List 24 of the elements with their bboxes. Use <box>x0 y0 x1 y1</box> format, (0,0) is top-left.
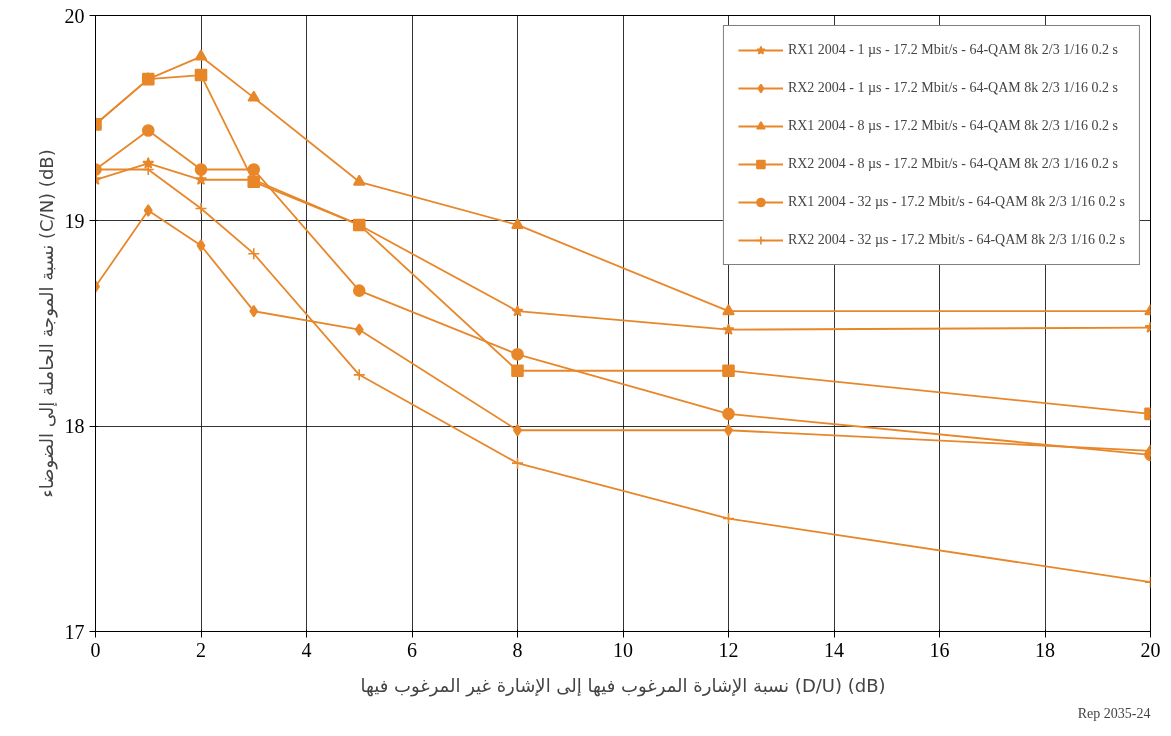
x-tick-label: 8 <box>512 638 523 661</box>
legend-label: RX2 2004 - 32 µs - 17.2 Mbit/s - 64-QAM 8k 2/3 1/16 0.2 s <box>787 232 1125 248</box>
x-tick-label: 12 <box>718 638 739 661</box>
x-tick-label: 6 <box>407 638 417 661</box>
text: Rep 2035-24 <box>1077 705 1151 721</box>
x-tick-label: 14 <box>824 638 844 661</box>
y-tick-label: 19 <box>64 209 85 232</box>
x-tick-label: 4 <box>301 638 312 661</box>
y-tick-label: 20 <box>64 4 85 27</box>
x-tick-label: 0 <box>90 638 101 661</box>
x-tick-label: 10 <box>613 638 633 661</box>
x-tick-label: 2 <box>196 638 206 661</box>
legend-label: RX2 2004 - 8 µs - 17.2 Mbit/s - 64-QAM 8k 2/3 1/16 0.2 s <box>787 156 1118 172</box>
legend-label: RX1 2004 - 1 µs - 17.2 Mbit/s - 64-QAM 8k 2/3 1/16 0.2 s <box>787 42 1118 58</box>
x-tick-label: 20 <box>1140 638 1161 661</box>
y-axis-title: نسبة الموجة الحاملة إلى الضوضاء (C/N) (dB) <box>35 149 58 498</box>
x-tick-label: 16 <box>929 638 950 661</box>
legend-label: RX2 2004 - 1 µs - 17.2 Mbit/s - 64-QAM 8k 2/3 1/16 0.2 s <box>787 80 1118 96</box>
x-tick-label: 18 <box>1035 638 1055 661</box>
legend-label: RX1 2004 - 8 µs - 17.2 Mbit/s - 64-QAM 8k 2/3 1/16 0.2 s <box>787 118 1118 134</box>
y-tick-label: 18 <box>64 415 85 438</box>
x-axis-title: نسبة الإشارة المرغوب فيها إلى الإشارة غير المرغوب فيها (D/U) (dB) <box>360 674 886 697</box>
y-tick-label: 17 <box>64 620 85 643</box>
legend-label: RX1 2004 - 32 µs - 17.2 Mbit/s - 64-QAM 8k 2/3 1/16 0.2 s <box>787 194 1125 210</box>
